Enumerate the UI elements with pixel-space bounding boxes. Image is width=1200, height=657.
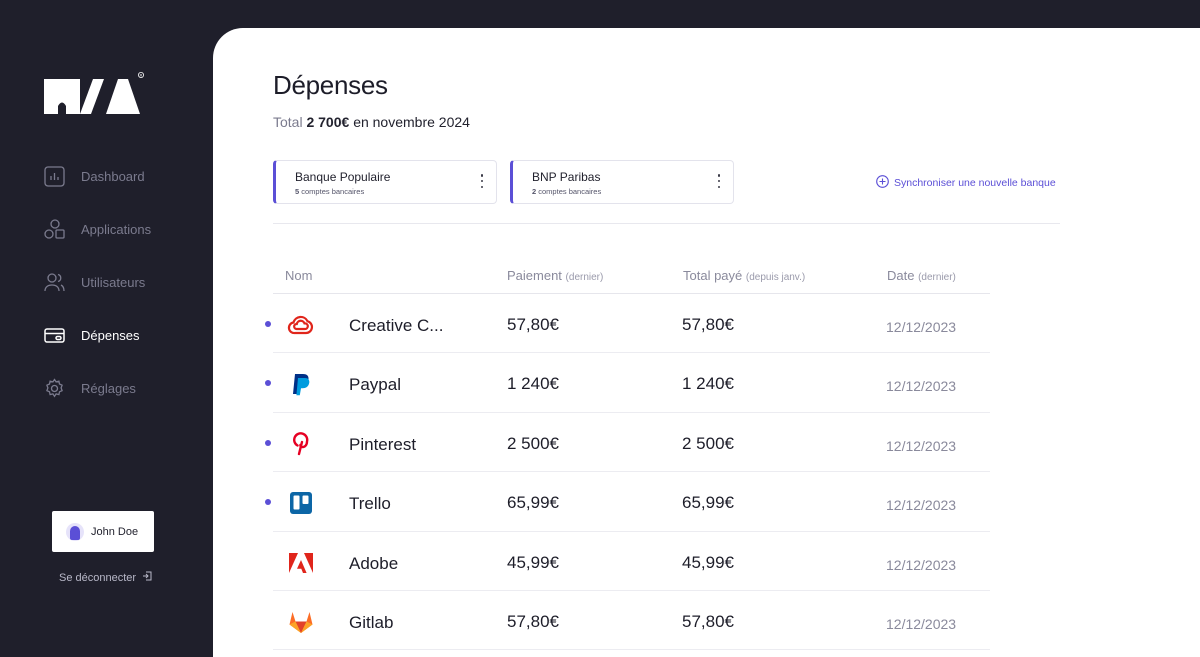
creative-cloud-icon bbox=[287, 313, 315, 337]
logout-button[interactable]: Se déconnecter bbox=[59, 571, 152, 584]
sidebar-item-dashboard[interactable]: Dashboard bbox=[0, 150, 213, 203]
column-header-payment[interactable]: Paiement (dernier) bbox=[507, 268, 604, 283]
more-options-icon[interactable] bbox=[717, 174, 721, 188]
gitlab-icon bbox=[287, 610, 315, 634]
sidebar-item-label: Dépenses bbox=[81, 328, 140, 343]
unread-indicator bbox=[265, 321, 271, 327]
sidebar-item-applications[interactable]: Applications bbox=[0, 203, 213, 256]
total-paid: 1 240€ bbox=[682, 374, 734, 394]
table-header: Nom Paiement (dernier) Total payé (depui… bbox=[273, 256, 990, 294]
payment-amount: 1 240€ bbox=[507, 374, 559, 394]
svg-text:R: R bbox=[140, 73, 143, 77]
shapes-icon bbox=[44, 219, 65, 240]
bank-card[interactable]: BNP Paribas 2 comptes bancaires bbox=[510, 160, 734, 204]
total-paid: 57,80€ bbox=[682, 315, 734, 334]
app-name: Trello bbox=[349, 494, 391, 514]
app-name: Paypal bbox=[349, 375, 401, 395]
column-header-name[interactable]: Nom bbox=[285, 268, 313, 283]
page-title: Dépenses bbox=[273, 70, 388, 100]
logout-icon bbox=[142, 571, 152, 584]
pinterest-icon bbox=[287, 431, 315, 456]
divider bbox=[273, 223, 1060, 224]
app-name: Pinterest bbox=[349, 434, 417, 454]
payment-amount: 57,80€ bbox=[507, 611, 559, 631]
table-row[interactable]: Gitlab 57,80€ 57,80€ 12/12/2023 bbox=[273, 591, 990, 651]
sidebar-item-utilisateurs[interactable]: Utilisateurs bbox=[0, 256, 213, 309]
app-name: Adobe bbox=[349, 553, 399, 573]
total-paid: 45,99€ bbox=[682, 552, 734, 572]
sidebar-item-label: Réglages bbox=[81, 381, 136, 396]
payment-date: 12/12/2023 bbox=[886, 497, 957, 514]
total-paid: 57,80€ bbox=[682, 611, 734, 631]
plus-circle-icon bbox=[876, 175, 889, 191]
bank-name: BNP Paribas bbox=[532, 170, 601, 184]
payment-amount: 45,99€ bbox=[507, 552, 559, 572]
sync-bank-label: Synchroniser une nouvelle banque bbox=[894, 177, 1056, 189]
total-prefix: Total bbox=[273, 114, 303, 130]
sidebar-item-reglages[interactable]: Réglages bbox=[0, 362, 213, 415]
sidebar-nav: Dashboard Applications Utilisateurs Dépe… bbox=[0, 150, 213, 415]
total-amount: 2 700€ bbox=[306, 114, 350, 130]
brand-logo[interactable]: R bbox=[44, 72, 145, 116]
card-icon bbox=[44, 325, 65, 346]
table-row[interactable]: Paypal 1 240€ 1 240€ 12/12/2023 bbox=[265, 353, 990, 413]
sidebar-item-label: Applications bbox=[81, 222, 152, 237]
sidebar: R Dashboard Applications Utilisateurs bbox=[0, 0, 213, 657]
column-header-total[interactable]: Total payé (depuis janv.) bbox=[683, 268, 806, 283]
total-paid: 65,99€ bbox=[682, 493, 734, 513]
gear-icon bbox=[44, 378, 65, 399]
table-row[interactable]: Pinterest 2 500€ 2 500€ 12/12/2023 bbox=[265, 413, 990, 473]
table-row[interactable]: Trello 65,99€ 65,99€ 12/12/2023 bbox=[265, 472, 990, 532]
sidebar-item-label: Utilisateurs bbox=[81, 275, 146, 290]
table-row[interactable]: Adobe 45,99€ 45,99€ 12/12/2023 bbox=[273, 532, 990, 591]
sidebar-item-label: Dashboard bbox=[81, 169, 145, 184]
user-name: John Doe bbox=[91, 525, 139, 538]
main-panel: Dépenses Total 2 700€ en novembre 2024 B… bbox=[213, 28, 1200, 657]
payment-amount: 57,80€ bbox=[507, 315, 559, 334]
sidebar-item-depenses[interactable]: Dépenses bbox=[0, 309, 213, 362]
expenses-table: Nom Paiement (dernier) Total payé (depui… bbox=[265, 256, 990, 651]
payment-date: 12/12/2023 bbox=[886, 378, 957, 395]
app-name: Creative C... bbox=[349, 316, 444, 335]
app-name: Gitlab bbox=[349, 612, 394, 632]
logout-label: Se déconnecter bbox=[59, 571, 137, 584]
payment-amount: 2 500€ bbox=[507, 433, 559, 453]
adobe-icon bbox=[287, 551, 315, 575]
user-profile-card[interactable]: John Doe bbox=[52, 511, 154, 552]
more-options-icon[interactable] bbox=[480, 174, 484, 188]
payment-date: 12/12/2023 bbox=[886, 319, 957, 335]
trello-icon bbox=[287, 491, 315, 515]
users-icon bbox=[44, 272, 65, 293]
total-period: en novembre 2024 bbox=[353, 114, 470, 130]
payment-amount: 65,99€ bbox=[507, 493, 559, 513]
paypal-icon bbox=[287, 372, 315, 396]
bank-name: Banque Populaire bbox=[295, 170, 391, 184]
column-header-date[interactable]: Date (dernier) bbox=[887, 268, 956, 283]
unread-indicator bbox=[265, 439, 271, 446]
avatar bbox=[66, 522, 84, 541]
chart-icon bbox=[44, 166, 65, 187]
total-summary: Total 2 700€ en novembre 2024 bbox=[273, 114, 470, 130]
sync-bank-button[interactable]: Synchroniser une nouvelle banque bbox=[876, 175, 1056, 191]
bank-accounts-count: 5 comptes bancaires bbox=[295, 187, 365, 196]
bank-card[interactable]: Banque Populaire 5 comptes bancaires bbox=[273, 160, 497, 204]
payment-date: 12/12/2023 bbox=[886, 437, 957, 454]
payment-date: 12/12/2023 bbox=[886, 615, 957, 632]
unread-indicator bbox=[265, 499, 271, 506]
table-row[interactable]: Creative C... 57,80€ 57,80€ 12/12/2023 bbox=[265, 294, 990, 354]
total-paid: 2 500€ bbox=[682, 433, 734, 453]
payment-date: 12/12/2023 bbox=[886, 556, 957, 573]
bank-accounts-count: 2 comptes bancaires bbox=[532, 187, 602, 196]
unread-indicator bbox=[265, 380, 271, 387]
